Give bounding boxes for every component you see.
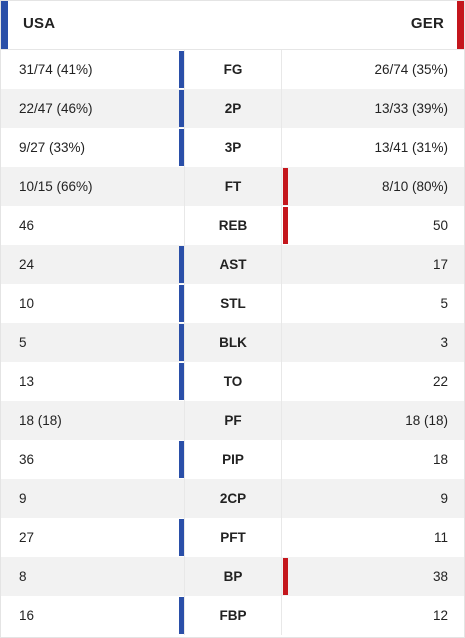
home-value: 9 <box>19 491 27 506</box>
away-value: 3 <box>440 335 448 350</box>
home-value: 24 <box>19 257 35 272</box>
home-value: 10/15 (66%) <box>19 179 93 194</box>
stat-row-ft: 10/15 (66%) FT 8/10 (80%) <box>1 167 464 206</box>
stat-row-3p: 9/27 (33%) 3P 13/41 (31%) <box>1 128 464 167</box>
stat-label: BP <box>184 557 282 596</box>
away-team-color-bar <box>457 1 464 49</box>
home-value: 27 <box>19 530 35 545</box>
away-leader-bar <box>283 168 288 205</box>
stat-label: 2CP <box>184 479 282 518</box>
home-value: 18 (18) <box>19 413 62 428</box>
home-leader-bar <box>179 51 184 88</box>
stat-rows: 31/74 (41%) FG 26/74 (35%) 22/47 (46%) 2P 13/… <box>1 50 464 635</box>
teams-header: USA GER <box>1 1 464 50</box>
stat-row-2cp: 9 2CP 9 <box>1 479 464 518</box>
stat-label: BLK <box>184 323 282 362</box>
stat-label: PFT <box>184 518 282 557</box>
stat-row-pip: 36 PIP 18 <box>1 440 464 479</box>
stat-label: AST <box>184 245 282 284</box>
away-value: 13/41 (31%) <box>374 140 448 155</box>
home-team-color-bar <box>1 1 8 49</box>
home-value: 9/27 (33%) <box>19 140 86 155</box>
home-team-name: USA <box>23 15 56 32</box>
stat-label: FT <box>184 167 282 206</box>
home-leader-bar <box>179 246 184 283</box>
home-value: 46 <box>19 218 35 233</box>
stat-row-bp: 8 BP 38 <box>1 557 464 596</box>
home-leader-bar <box>179 441 184 478</box>
away-value: 18 <box>432 452 448 467</box>
stat-label: STL <box>184 284 282 323</box>
home-value: 31/74 (41%) <box>19 62 93 77</box>
away-value: 12 <box>432 608 448 623</box>
stat-row-ast: 24 AST 17 <box>1 245 464 284</box>
home-leader-bar <box>179 285 184 322</box>
home-value: 5 <box>19 335 27 350</box>
stat-row-blk: 5 BLK 3 <box>1 323 464 362</box>
away-value: 5 <box>440 296 448 311</box>
stat-row-reb: 46 REB 50 <box>1 206 464 245</box>
home-value: 36 <box>19 452 35 467</box>
stat-label: 3P <box>184 128 282 167</box>
home-leader-bar <box>179 597 184 634</box>
away-value: 50 <box>432 218 448 233</box>
stat-row-2p: 22/47 (46%) 2P 13/33 (39%) <box>1 89 464 128</box>
home-value: 10 <box>19 296 35 311</box>
stat-row-fbp: 16 FBP 12 <box>1 596 464 635</box>
stat-row-to: 13 TO 22 <box>1 362 464 401</box>
stat-row-pf: 18 (18) PF 18 (18) <box>1 401 464 440</box>
stat-row-fg: 31/74 (41%) FG 26/74 (35%) <box>1 50 464 89</box>
home-leader-bar <box>179 129 184 166</box>
home-leader-bar <box>179 519 184 556</box>
away-value: 13/33 (39%) <box>374 101 448 116</box>
stat-label: FG <box>184 50 282 89</box>
stat-label: PIP <box>184 440 282 479</box>
away-value: 18 (18) <box>405 413 448 428</box>
stat-row-pft: 27 PFT 11 <box>1 518 464 557</box>
away-value: 26/74 (35%) <box>374 62 448 77</box>
away-value: 9 <box>440 491 448 506</box>
home-value: 22/47 (46%) <box>19 101 93 116</box>
away-value: 22 <box>432 374 448 389</box>
home-value: 16 <box>19 608 35 623</box>
stat-label: FBP <box>184 596 282 635</box>
home-leader-bar <box>179 324 184 361</box>
stat-label: 2P <box>184 89 282 128</box>
away-leader-bar <box>283 558 288 595</box>
home-value: 8 <box>19 569 27 584</box>
away-team-name: GER <box>410 15 444 32</box>
home-leader-bar <box>179 363 184 400</box>
home-value: 13 <box>19 374 35 389</box>
away-value: 11 <box>433 530 448 545</box>
home-leader-bar <box>179 90 184 127</box>
stat-row-stl: 10 STL 5 <box>1 284 464 323</box>
away-value: 17 <box>432 257 448 272</box>
away-leader-bar <box>283 207 288 244</box>
away-value: 38 <box>432 569 448 584</box>
stat-label: TO <box>184 362 282 401</box>
away-value: 8/10 (80%) <box>381 179 448 194</box>
stat-label: REB <box>184 206 282 245</box>
stat-label: PF <box>184 401 282 440</box>
